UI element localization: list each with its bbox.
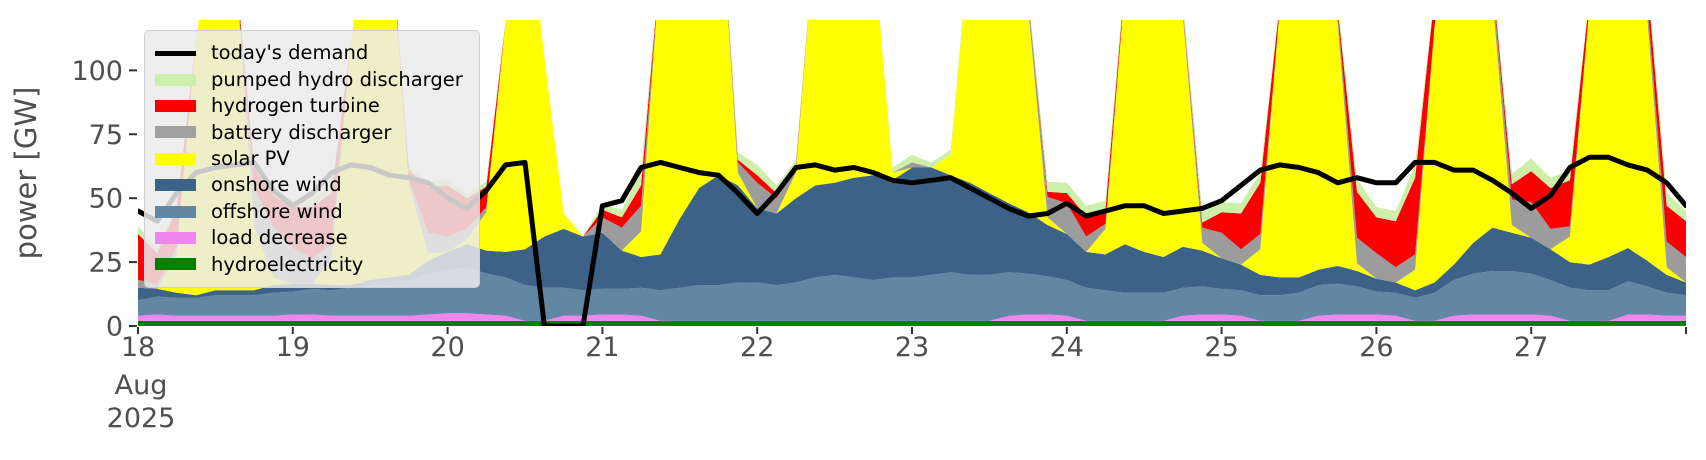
legend-label: onshore wind [211, 173, 342, 197]
x-axis-date-line: Aug [115, 370, 168, 401]
legend-item-solar-pv: solar PV [155, 146, 463, 172]
legend-swatch-patch [155, 73, 196, 86]
legend-swatch-patch [155, 258, 196, 271]
y-tick-label: 50 [89, 184, 123, 215]
legend-swatch-patch [155, 126, 196, 139]
y-axis-label: power [GW] [9, 87, 43, 260]
legend-label: solar PV [211, 147, 290, 170]
x-tick-label: 22 [740, 332, 774, 363]
y-tick-label: 25 [89, 248, 123, 279]
x-tick-label: 24 [1050, 332, 1084, 363]
x-tick-label: 18 [121, 332, 155, 363]
area-solar-PV [138, 20, 1686, 296]
x-tick-label: 27 [1514, 332, 1548, 363]
area-hydroelectricity [138, 320, 1686, 326]
area-offshore-wind [138, 267, 1686, 321]
y-tick-label: 100 [71, 56, 123, 87]
legend-swatch-patch [155, 152, 196, 165]
area-load-decrease [138, 313, 1686, 321]
y-tick-label: 0 [106, 312, 123, 343]
legend-item-load-decrease: load decrease [155, 225, 463, 251]
x-tick-label: 26 [1359, 332, 1393, 363]
x-tick-label: 21 [585, 332, 619, 363]
legend-item-hydrogen-turbine: hydrogen turbine [155, 93, 463, 119]
legend-label: offshore wind [211, 199, 343, 223]
legend-item-onshore-wind: onshore wind [155, 172, 463, 198]
legend-label: hydroelectricity [211, 252, 364, 276]
legend-item-hydroelectricity: hydroelectricity [155, 251, 463, 277]
legend-swatch-patch [155, 99, 196, 112]
legend-label: pumped hydro discharger [211, 67, 463, 91]
legend: today's demand pumped hydro discharger hyd… [144, 30, 480, 288]
legend-label: today's demand [211, 41, 369, 65]
x-tick-label: 23 [895, 332, 929, 363]
axis-ticks [129, 69, 1687, 334]
legend-label: load decrease [211, 226, 348, 250]
legend-swatch-patch [155, 231, 196, 244]
legend-item-today-s-demand: today's demand [155, 40, 463, 66]
x-tick-label: 25 [1204, 332, 1238, 363]
legend-label: hydrogen turbine [211, 94, 380, 118]
legend-item-battery-discharger: battery discharger [155, 119, 463, 145]
legend-item-offshore-wind: offshore wind [155, 198, 463, 224]
x-tick-label: 19 [276, 332, 310, 363]
legend-item-pumped-hydro-discharger: pumped hydro discharger [155, 66, 463, 92]
legend-swatch-patch [155, 179, 196, 192]
x-axis-date-line: 2025 [107, 403, 176, 434]
y-tick-label: 75 [89, 120, 123, 151]
legend-swatch-line [155, 50, 196, 56]
area-onshore-wind [138, 167, 1686, 301]
legend-label: battery discharger [211, 120, 392, 144]
x-tick-label: 20 [430, 332, 464, 363]
legend-swatch-patch [155, 205, 196, 218]
